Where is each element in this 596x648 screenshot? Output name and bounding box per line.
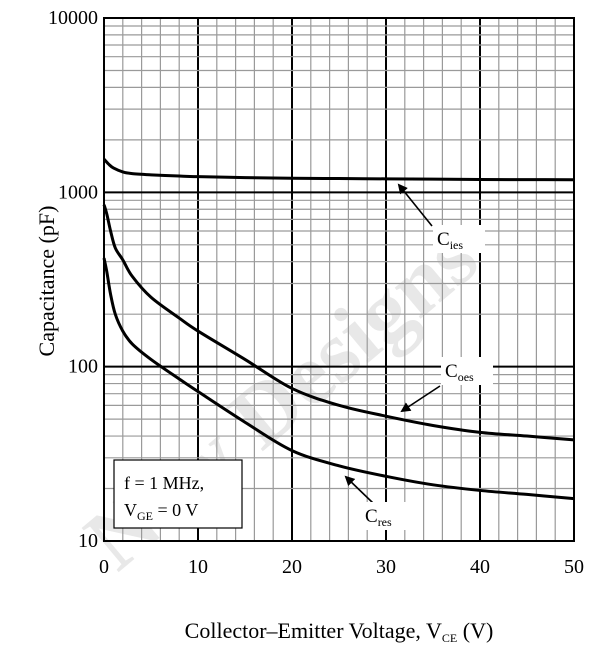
x-tick-label: 0: [99, 556, 109, 578]
y-tick-labels: 10 100 1000 10000: [48, 7, 98, 552]
y-axis-title: Capacitance (pF): [34, 206, 59, 357]
y-tick-label: 10000: [48, 7, 98, 29]
x-tick-label: 10: [188, 556, 208, 578]
watermark: New Designs: [68, 208, 495, 589]
plot-frame: [103, 17, 575, 542]
note-line2: VGE = 0 V: [124, 500, 198, 523]
note-line1: f = 1 MHz,: [124, 473, 204, 493]
series-line-cres: [102, 257, 575, 501]
x-tick-label: 30: [376, 556, 396, 578]
label-background: [361, 502, 413, 530]
curves: [102, 158, 575, 501]
series-label-cres: Cres: [365, 506, 392, 529]
series-line-cies: [102, 158, 575, 182]
label-background: [441, 357, 493, 385]
y-tick-label: 1000: [58, 181, 98, 203]
series-line-coes: [102, 204, 575, 442]
leader-arrow-cres: [344, 475, 375, 505]
leader-arrow-coes: [400, 385, 441, 413]
x-tick-label: 20: [282, 556, 302, 578]
x-tick-label: 40: [470, 556, 490, 578]
series-label-coes: Coes: [445, 361, 474, 384]
curve-labels: Cies Coes Cres: [344, 183, 493, 530]
x-axis-title: Collector–Emitter Voltage, VCE (V): [185, 618, 494, 645]
x-tick-labels: 0 10 20 30 40 50: [99, 556, 584, 578]
y-tick-label: 100: [68, 356, 98, 378]
conditions-box: f = 1 MHz, VGE = 0 V: [113, 459, 243, 529]
grid: [104, 18, 574, 541]
x-tick-label: 50: [564, 556, 584, 578]
series-label-cies: Cies: [437, 229, 463, 252]
y-tick-label: 10: [78, 530, 98, 552]
label-background: [433, 225, 485, 253]
leader-arrow-cies: [397, 183, 433, 227]
